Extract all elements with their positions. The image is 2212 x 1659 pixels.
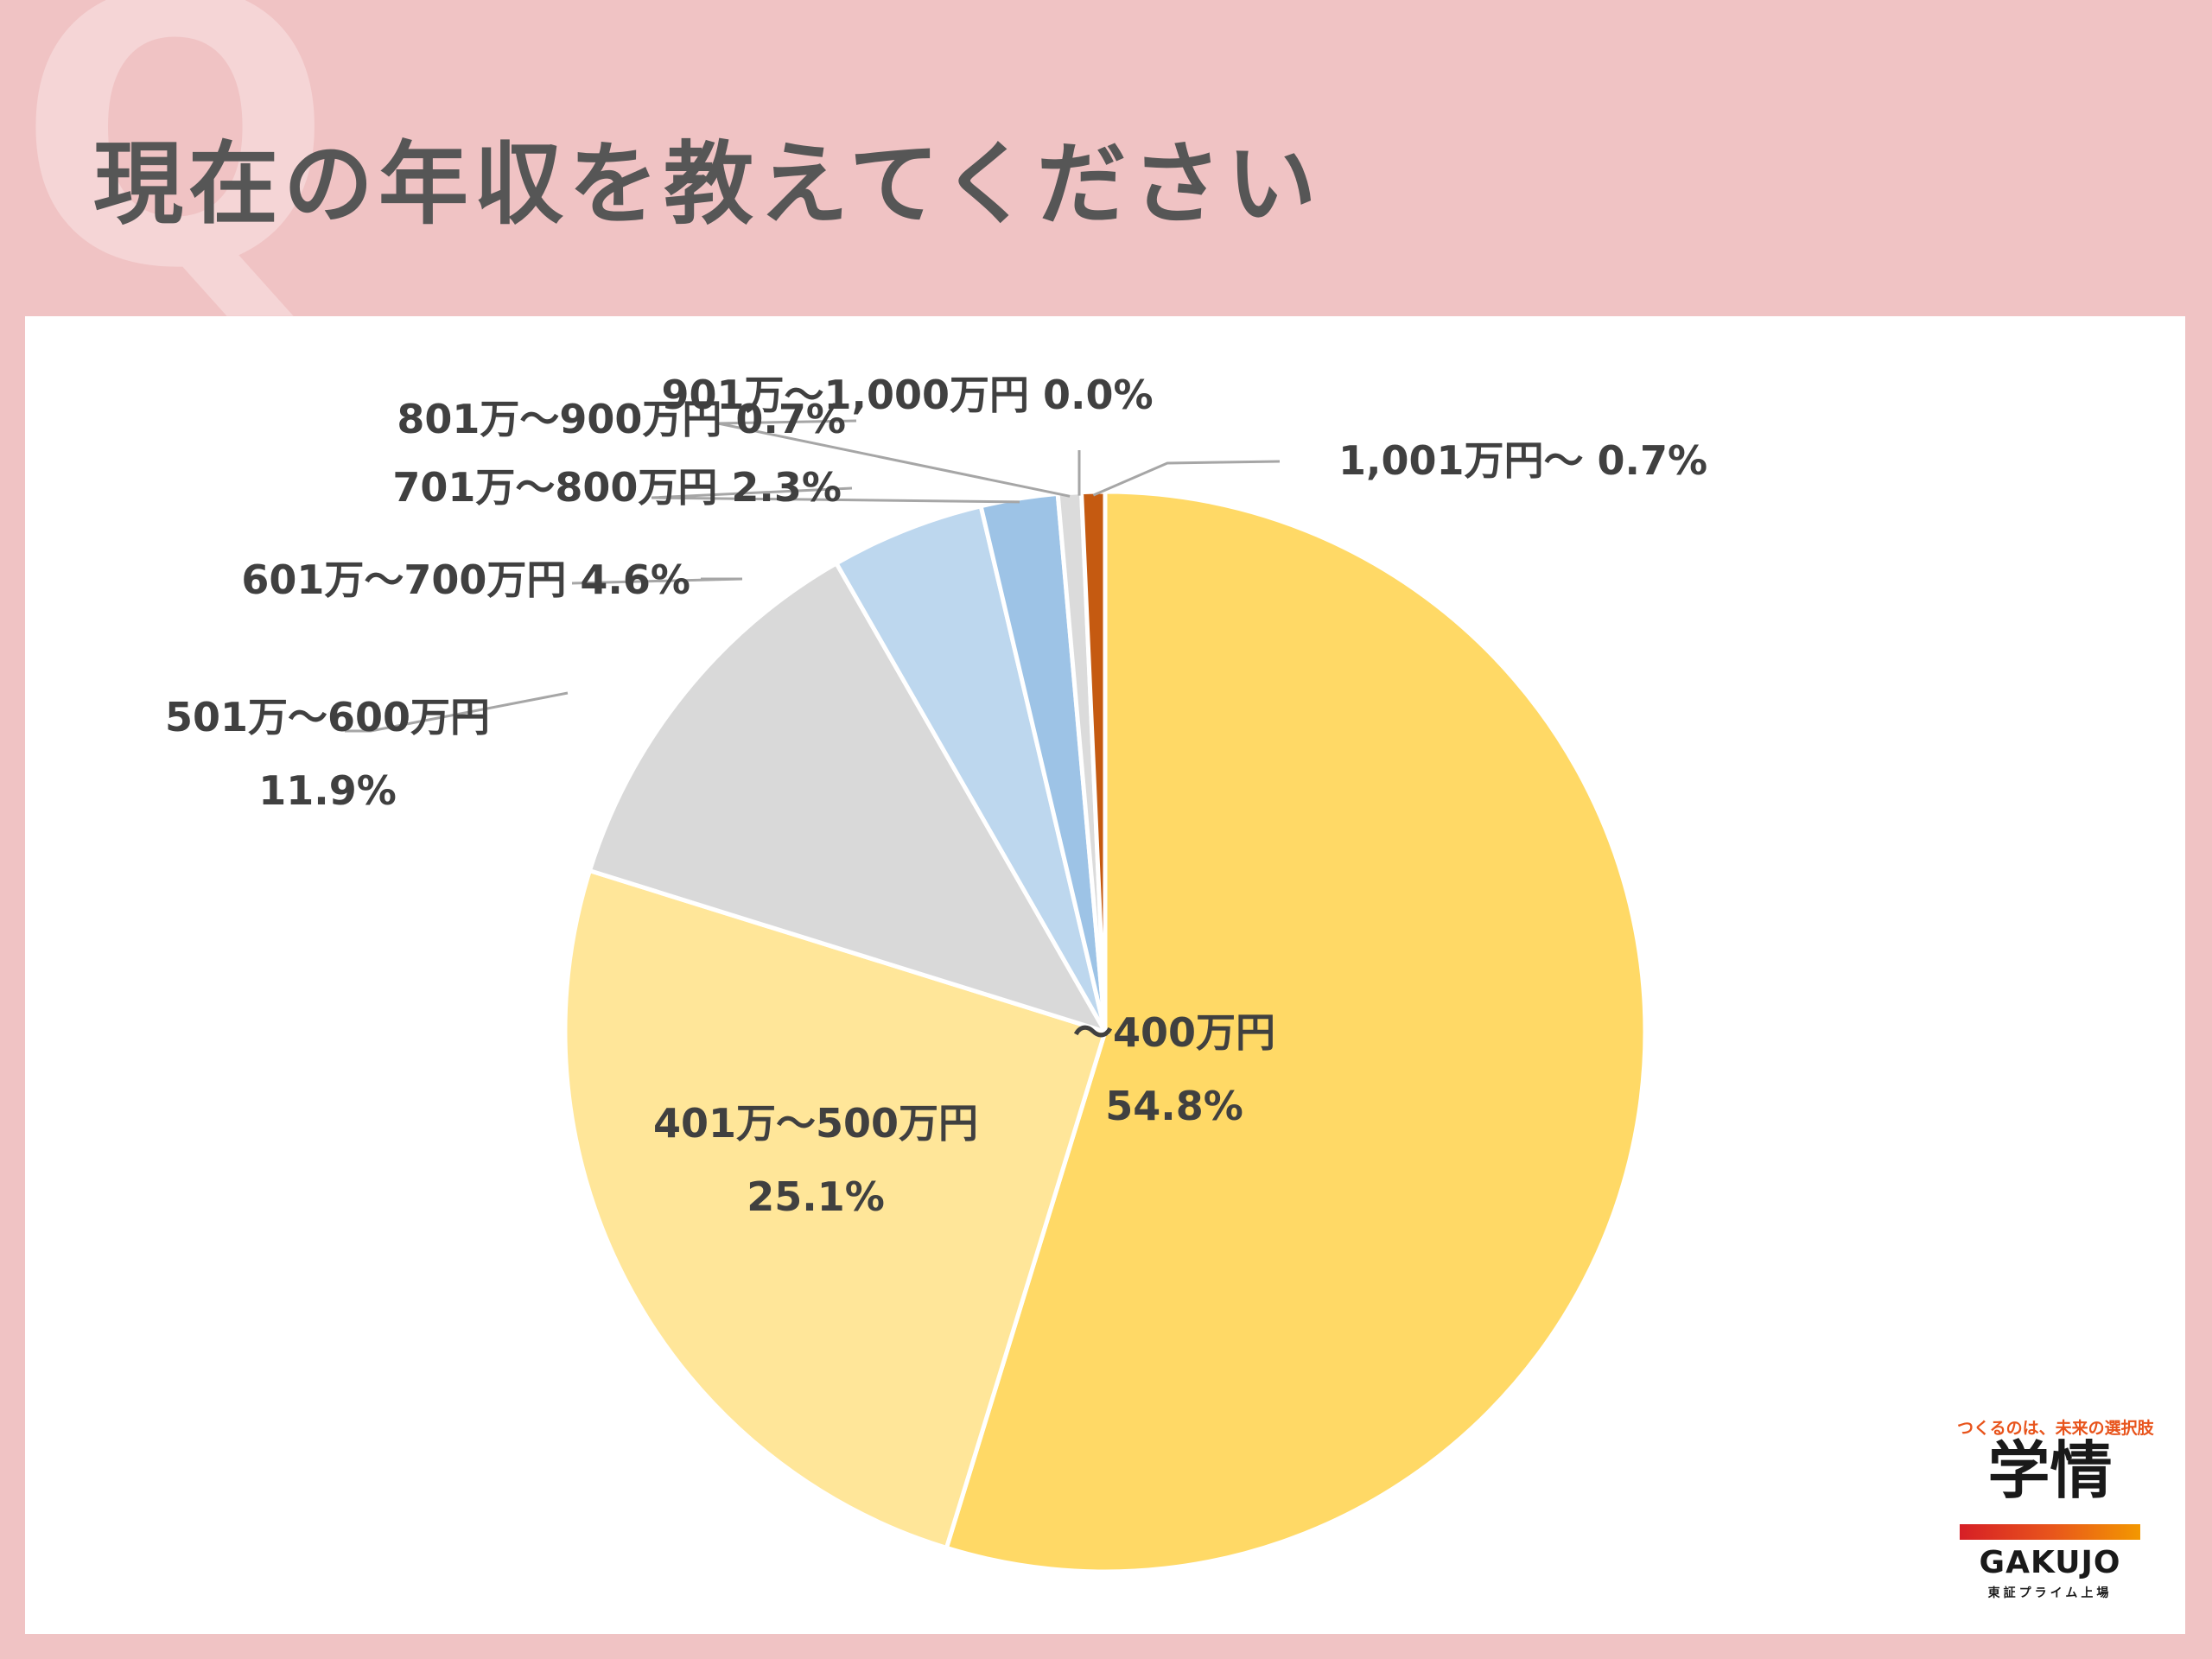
leader-line-7 [1092,460,1281,497]
pie-slice-2 [587,560,1110,1036]
slice-label-3: 601万～700万円 4.6% [241,556,690,603]
leader-line-2 [345,691,569,733]
logo-sub: 東証プライム上場 [1987,1586,2113,1600]
slice-label-6: 901万～1,000万円 0.0% [661,372,1153,418]
logo-word: GAKUJO [1979,1545,2121,1580]
slice-value-2: 11.9% [258,767,397,814]
leader-line-3 [571,577,743,585]
logo-tagline: つくるのは、未来の選択肢 [1957,1419,2154,1438]
logo-bar [1960,1524,2140,1540]
page-title: 現在の年収を教えてください [93,131,1322,237]
slice-label-2: 501万～600万円 [165,694,490,741]
pie-slice-0 [944,489,1648,1574]
pie-slice-7 [1078,489,1108,1033]
pie-chart: ～400万円 54.8% 401万～500万円 25.1% 501万～600万円 11.9… [165,372,1707,1574]
slice-label-4: 701万～800万円 2.3% [392,464,842,511]
q-watermark: Q [17,0,334,350]
chart-panel: ～400万円 54.8% 401万～500万円 25.1% 501万～600万円 11.9… [25,316,2185,1634]
slice-label-1: 401万～500万円 [653,1100,978,1147]
slice-label-0: ～400万円 [1073,1009,1275,1056]
leader-line-5 [717,419,1071,498]
slice-value-0: 54.8% [1105,1083,1243,1129]
logo-mark: 学情 [1987,1434,2113,1507]
slice-label-5: 801万～900万円 0.7% [397,396,846,442]
pie-slice-3 [833,503,1108,1033]
gakujo-logo: つくるのは、未来の選択肢 学情 GAKUJO 東証プライム上場 [1957,1414,2154,1608]
pie-slice-1 [563,868,1109,1551]
slice-label-7: 1,001万円～ 0.7% [1338,437,1707,484]
slice-value-1: 25.1% [747,1173,885,1220]
leader-line-4 [651,486,1020,504]
